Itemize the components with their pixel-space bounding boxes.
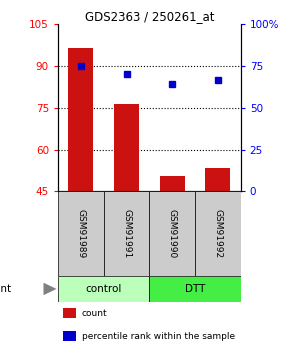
Text: percentile rank within the sample: percentile rank within the sample [82,332,235,341]
Bar [195,191,241,276]
Text: DTT: DTT [185,284,205,294]
Bar [149,276,241,302]
Text: GSM91992: GSM91992 [213,209,222,258]
Polygon shape [44,283,57,295]
Bar [68,48,93,191]
Text: agent: agent [0,284,12,294]
Bar [104,191,149,276]
Text: GSM91991: GSM91991 [122,209,131,258]
Bar [114,104,139,191]
Bar [58,191,104,276]
Bar [160,176,185,191]
Title: GDS2363 / 250261_at: GDS2363 / 250261_at [85,10,214,23]
Text: control: control [86,284,122,294]
Text: count: count [82,308,107,318]
Bar [58,276,149,302]
Text: GSM91989: GSM91989 [76,209,85,258]
Bar [64,308,76,318]
Text: GSM91990: GSM91990 [168,209,177,258]
Bar [64,332,76,341]
Bar [149,191,195,276]
Bar [205,168,231,191]
